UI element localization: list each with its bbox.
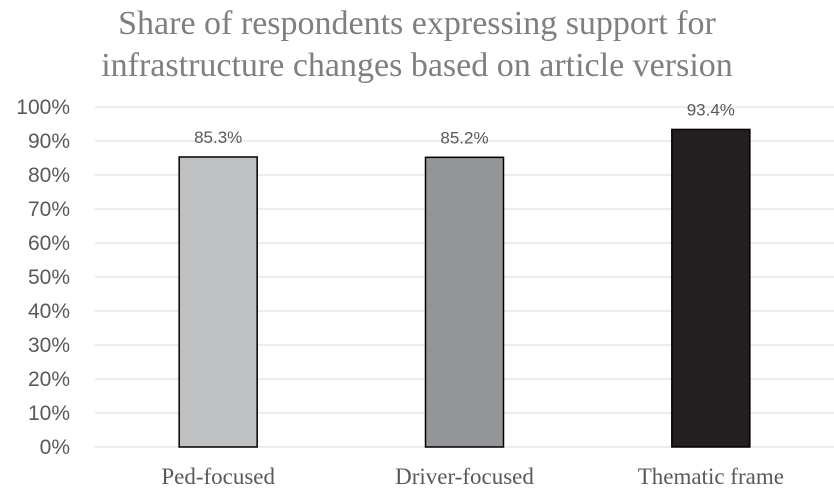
data-label: 85.2% — [440, 128, 488, 147]
y-tick-label: 0% — [40, 436, 70, 459]
y-tick-label: 90% — [28, 130, 70, 153]
x-tick-label: Ped-focused — [161, 464, 275, 489]
y-tick-label: 40% — [28, 300, 70, 323]
x-tick-label: Thematic frame — [638, 464, 784, 489]
y-tick-label: 70% — [28, 198, 70, 221]
y-tick-label: 80% — [28, 164, 70, 187]
data-label: 93.4% — [687, 100, 735, 119]
y-tick-label: 100% — [16, 96, 70, 119]
y-tick-label: 20% — [28, 368, 70, 391]
y-tick-label: 60% — [28, 232, 70, 255]
y-tick-label: 50% — [28, 266, 70, 289]
bar — [424, 156, 505, 448]
x-tick-label: Driver-focused — [395, 464, 534, 489]
data-label: 85.3% — [194, 128, 242, 147]
chart-title-line-1: Share of respondents expressing support … — [118, 5, 716, 42]
bar — [178, 156, 258, 448]
chart-title-line-2: infrastructure changes based on article … — [101, 47, 733, 84]
bar — [671, 128, 751, 448]
y-tick-label: 10% — [28, 402, 70, 425]
y-tick-label: 30% — [28, 334, 70, 357]
